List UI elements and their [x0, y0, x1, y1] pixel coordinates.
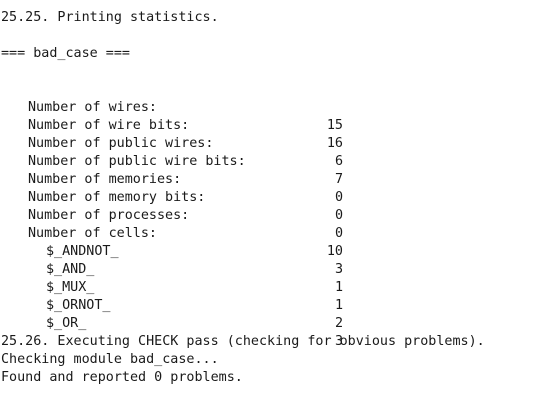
module-heading: === bad_case === [1, 46, 130, 61]
stat-row-public-wires: Number of public wires: 6 [1, 117, 537, 169]
stat-value: 0 [334, 226, 343, 241]
blank-line [1, 27, 537, 45]
stat-label: Number of cells: [28, 226, 157, 241]
cell-type-label: $_MUX_ [46, 280, 95, 295]
stat-value: 7 [334, 172, 343, 187]
stat-row-public-wire-bits: Number of public wire bits: 7 [1, 135, 537, 187]
stat-label: Number of wires: [28, 100, 157, 115]
stat-label: Number of memories: [28, 172, 182, 187]
cell-row-mux: $_MUX_ 1 [1, 261, 537, 313]
blank-line [1, 63, 537, 81]
checking-module-line: Checking module bad_case... [1, 352, 219, 367]
cell-row-ornot: $_ORNOT_ 2 [1, 279, 537, 331]
check-pass-title: 25.26. Executing CHECK pass (checking fo… [1, 334, 485, 349]
cell-row-andnot: $_ANDNOT_ 3 [1, 225, 537, 277]
cell-type-label: $_AND_ [46, 262, 95, 277]
stat-row-cells: Number of cells: 10 [1, 207, 537, 259]
cell-type-label: $_ORNOT_ [46, 298, 111, 313]
stat-value: 6 [334, 154, 343, 169]
stat-value: 15 [326, 118, 343, 133]
stat-row-wire-bits: Number of wire bits: 16 [1, 99, 537, 151]
stat-label: Number of wire bits: [28, 118, 190, 133]
stat-row-wires: Number of wires: 15 [1, 81, 537, 133]
stat-row-processes: Number of processes: 0 [1, 189, 537, 241]
stat-label: Number of public wire bits: [28, 154, 246, 169]
stat-value: 16 [326, 136, 343, 151]
cell-type-label: $_ANDNOT_ [46, 244, 119, 259]
stat-row-memory-bits: Number of memory bits: 0 [1, 171, 537, 223]
terminal-output: 25.25. Printing statistics. === bad_case… [1, 9, 537, 387]
cell-type-label: $_OR_ [46, 316, 87, 331]
cell-row-and: $_AND_ 1 [1, 243, 537, 295]
stat-row-memories: Number of memories: 0 [1, 153, 537, 205]
cell-count: 3 [334, 334, 343, 349]
section-title: 25.25. Printing statistics. [1, 10, 219, 25]
stat-label: Number of memory bits: [28, 190, 206, 205]
cell-count: 3 [334, 262, 343, 277]
stat-label: Number of public wires: [28, 136, 214, 151]
stat-value: 0 [334, 208, 343, 223]
stat-label: Number of processes: [28, 208, 190, 223]
check-result-line: Found and reported 0 problems. [1, 370, 243, 385]
cell-count: 1 [334, 298, 343, 313]
cell-count: 2 [334, 316, 343, 331]
stat-value: 10 [326, 244, 343, 259]
blank-line [1, 315, 537, 333]
cell-row-or: $_OR_ 3 [1, 297, 537, 349]
cell-count: 1 [334, 280, 343, 295]
stat-value: 0 [334, 190, 343, 205]
